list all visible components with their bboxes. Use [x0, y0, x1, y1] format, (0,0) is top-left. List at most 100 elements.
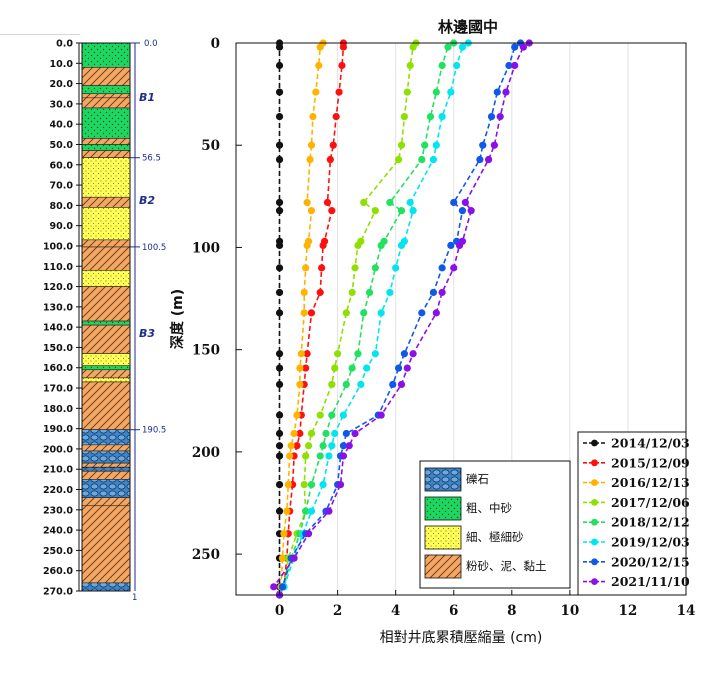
data-point — [278, 583, 287, 591]
data-point — [467, 207, 475, 215]
soil-layer-silt — [81, 369, 131, 379]
data-point — [342, 429, 350, 438]
soil-tick-label: 240.0 — [43, 526, 73, 537]
soil-layer-silt — [81, 138, 131, 145]
data-point — [275, 61, 284, 70]
legend-entry: 2018/12/12 — [583, 515, 690, 530]
data-point — [351, 264, 359, 272]
legend-label: 2018/12/12 — [611, 515, 690, 530]
plot-frame — [235, 42, 687, 596]
legend-swatch-fine-sand — [424, 525, 462, 550]
legend-label: 2020/12/15 — [611, 554, 690, 569]
data-point — [338, 61, 346, 70]
x-tick-label: 14 — [677, 603, 696, 619]
soil-tick-label: 50.0 — [50, 140, 74, 151]
soil-tick-label: 210.0 — [43, 465, 73, 476]
y-ticks: 0 50 100 150 200 250 — [192, 36, 242, 563]
soil-tick-label: 120.0 — [43, 282, 73, 293]
data-point — [458, 207, 467, 215]
legend-swatch-silt-clay — [424, 554, 462, 579]
data-point — [403, 88, 411, 96]
x-tick-label: 12 — [619, 603, 638, 619]
y-tick-label: 250 — [192, 547, 220, 563]
soil-tick-label: 190.0 — [43, 424, 73, 435]
soil-layer-gravel — [81, 582, 131, 592]
series-2021-11-10 — [270, 39, 533, 599]
soil-tick-label: 20.0 — [50, 79, 74, 90]
soil-tick-label: 40.0 — [50, 120, 74, 131]
legend-marker — [591, 518, 598, 526]
data-point — [275, 288, 284, 297]
data-point — [275, 198, 284, 207]
boundary-label: 1 — [132, 593, 137, 603]
data-point — [418, 309, 426, 317]
data-point — [363, 364, 371, 372]
data-point — [339, 43, 348, 51]
data-point — [371, 350, 379, 358]
data-point — [476, 155, 484, 164]
data-point — [394, 155, 403, 164]
data-point — [447, 88, 455, 96]
data-point — [293, 411, 301, 419]
data-point — [365, 288, 374, 297]
data-point — [293, 442, 301, 450]
soil-tick-label: 150.0 — [43, 343, 73, 354]
series-line — [278, 42, 417, 596]
data-point — [329, 141, 337, 149]
data-point — [325, 452, 333, 460]
data-point — [304, 442, 313, 450]
soil-tick-label: 70.0 — [50, 181, 74, 192]
zone-boundaries: 0.0 56.5 100.5 190.5 1 B1 B2 B3 — [130, 39, 166, 603]
data-point — [458, 43, 467, 51]
soil-layer-silt — [81, 97, 131, 109]
soil-layer-silt — [81, 324, 131, 354]
legend-marker — [591, 439, 598, 447]
soil-layer-silt — [81, 505, 131, 584]
soil-layer-silt — [81, 150, 131, 158]
soil-layer-silt — [81, 286, 131, 322]
soil-tick-label: 160.0 — [43, 363, 73, 374]
soil-layer-silt — [81, 497, 131, 507]
soil-legend-label: 礫石 — [466, 472, 489, 486]
legend-label: 2019/12/03 — [611, 535, 690, 550]
soil-layer-fine — [81, 270, 131, 287]
data-point — [406, 61, 414, 70]
x-tick-label: 6 — [449, 603, 458, 619]
data-point — [322, 429, 330, 438]
soil-legend-label: 粉砂、泥、黏土 — [466, 559, 547, 573]
soil-layer-fine — [81, 157, 131, 198]
soil-tick-label: 230.0 — [43, 505, 73, 516]
data-point — [334, 350, 342, 358]
legend-marker — [591, 499, 598, 506]
data-point — [328, 207, 336, 215]
legend-swatch-coarse-sand — [424, 496, 462, 521]
data-point — [275, 429, 284, 438]
boundary-label: 100.5 — [142, 243, 166, 253]
data-point — [339, 411, 348, 419]
data-point — [275, 452, 284, 460]
data-point — [278, 554, 287, 562]
data-point — [286, 452, 294, 460]
data-point — [511, 61, 519, 70]
data-point — [360, 198, 368, 207]
soil-legend-label: 粗、中砂 — [466, 501, 512, 515]
data-point — [479, 141, 487, 149]
soil-tick-label: 170.0 — [43, 384, 73, 395]
data-point — [306, 155, 314, 164]
data-point — [275, 481, 284, 489]
soil-tick-label: 130.0 — [43, 302, 73, 313]
data-point — [275, 241, 284, 249]
data-point — [326, 155, 334, 164]
data-point — [418, 155, 426, 164]
data-point — [519, 43, 528, 51]
data-point — [438, 288, 446, 297]
soil-layer-silt — [81, 67, 131, 86]
soil-layer-silt — [81, 246, 131, 271]
data-point — [275, 141, 284, 149]
legend-marker — [591, 538, 598, 546]
data-point — [287, 442, 295, 450]
boundary-label: 0.0 — [144, 39, 158, 49]
x-tick-label: 4 — [391, 603, 400, 619]
soil-tick-label: 180.0 — [43, 404, 73, 415]
data-point — [432, 88, 440, 96]
